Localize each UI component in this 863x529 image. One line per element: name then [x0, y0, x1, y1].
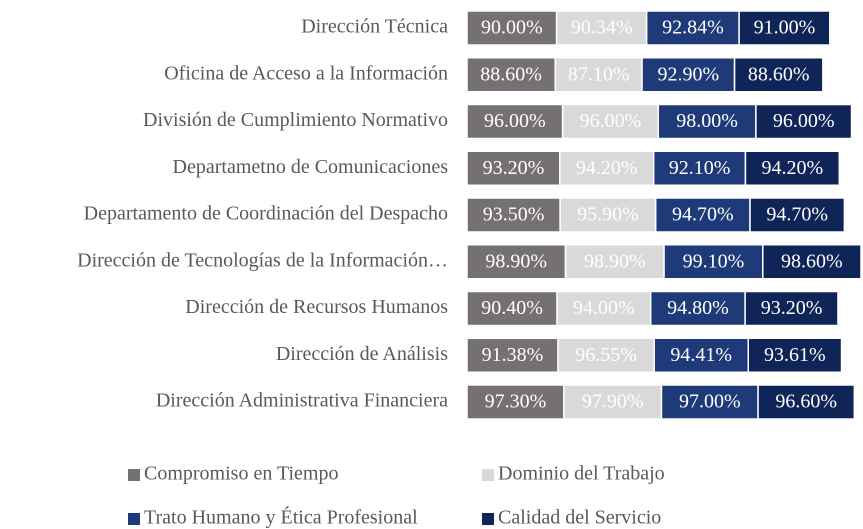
legend-swatch [128, 513, 140, 525]
data-label: 94.80% [667, 297, 729, 319]
data-label: 97.00% [679, 391, 741, 413]
legend-label: Dominio del Trabajo [498, 463, 665, 485]
data-label: 94.00% [573, 297, 635, 319]
data-label: 90.34% [571, 17, 633, 39]
bar-segment [466, 197, 561, 233]
bar-segment [564, 244, 665, 280]
bar-segment [554, 57, 643, 93]
bar-segment [466, 290, 558, 327]
data-label: 93.61% [764, 344, 826, 366]
bar-segment [654, 197, 751, 233]
category-label: Departamento de Coordinación del Despach… [84, 203, 448, 225]
data-label: 96.60% [775, 391, 837, 413]
data-label: 92.10% [669, 157, 731, 179]
legend-label: Trato Humano y Ética Profesional [144, 506, 418, 529]
data-label: 94.20% [576, 157, 638, 179]
data-label: 98.90% [485, 250, 547, 272]
bar-segment [660, 384, 759, 420]
data-label: 88.60% [480, 63, 542, 85]
category-label: División de Cumplimiento Normativo [143, 109, 448, 131]
category-label: Dirección Administrativa Financiera [156, 390, 448, 412]
data-label: 93.50% [483, 204, 545, 226]
bar-segment [738, 10, 831, 46]
data-label: 96.00% [773, 110, 835, 132]
bar-segment [466, 57, 557, 93]
bar-segment [757, 384, 856, 420]
bar-segment [755, 103, 853, 140]
data-label: 98.60% [781, 250, 843, 272]
data-label: 96.00% [580, 110, 642, 132]
data-label: 94.70% [766, 204, 828, 226]
bar-segment [466, 244, 567, 280]
category-label: Dirección de Análisis [276, 343, 448, 365]
bar-segment [563, 384, 663, 420]
bar-segment [559, 150, 655, 186]
bar-segment [749, 197, 846, 233]
bar-segment [466, 150, 561, 186]
bar-segment [733, 57, 824, 93]
category-label: Dirección de Tecnologías de la Informaci… [77, 249, 448, 271]
data-label: 93.20% [761, 297, 823, 319]
legend-swatch [482, 469, 494, 481]
data-label: 91.38% [482, 344, 544, 366]
data-label: 97.90% [582, 391, 644, 413]
data-label: 92.84% [662, 17, 724, 39]
data-label: 90.40% [481, 297, 543, 319]
data-label: 87.10% [568, 63, 630, 85]
data-label: 98.90% [584, 250, 646, 272]
data-label: 91.00% [754, 17, 816, 39]
data-label: 93.20% [483, 157, 545, 179]
bar-segment [744, 290, 839, 327]
legend-swatch [128, 469, 140, 481]
data-label: 94.70% [672, 204, 734, 226]
legend-label: Compromiso en Tiempo [144, 463, 338, 485]
bar-segment [641, 57, 736, 93]
bar-segment [744, 150, 841, 186]
bar-segment [653, 337, 750, 373]
data-label: 99.10% [683, 250, 745, 272]
data-label: 96.00% [484, 110, 546, 132]
bar-segment [645, 10, 740, 46]
data-label: 94.20% [762, 157, 824, 179]
category-label: Oficina de Acceso a la Información [164, 62, 448, 84]
bar-segment [555, 10, 648, 46]
data-label: 90.00% [481, 17, 543, 39]
category-label: Departametno de Comunicaciones [173, 156, 449, 178]
legend-swatch [482, 513, 494, 525]
bar-segment [663, 244, 764, 280]
bar-segment [466, 103, 564, 140]
data-label: 88.60% [748, 63, 810, 85]
bar-segment [466, 10, 558, 46]
bar-segment [561, 103, 660, 140]
data-label: 97.30% [485, 391, 547, 413]
category-label: Dirección de Recursos Humanos [185, 296, 448, 318]
data-label: 92.90% [657, 63, 719, 85]
data-label: 95.90% [577, 204, 639, 226]
bar-segment [466, 337, 559, 373]
category-label: Dirección Técnica [301, 16, 448, 38]
bar-segment [747, 337, 843, 373]
bar-segment [762, 244, 862, 280]
bar-segment [649, 290, 746, 327]
data-label: 94.41% [670, 344, 732, 366]
data-label: 98.00% [676, 110, 738, 132]
data-label: 96.55% [575, 344, 637, 366]
legend-label: Calidad del Servicio [498, 507, 661, 529]
